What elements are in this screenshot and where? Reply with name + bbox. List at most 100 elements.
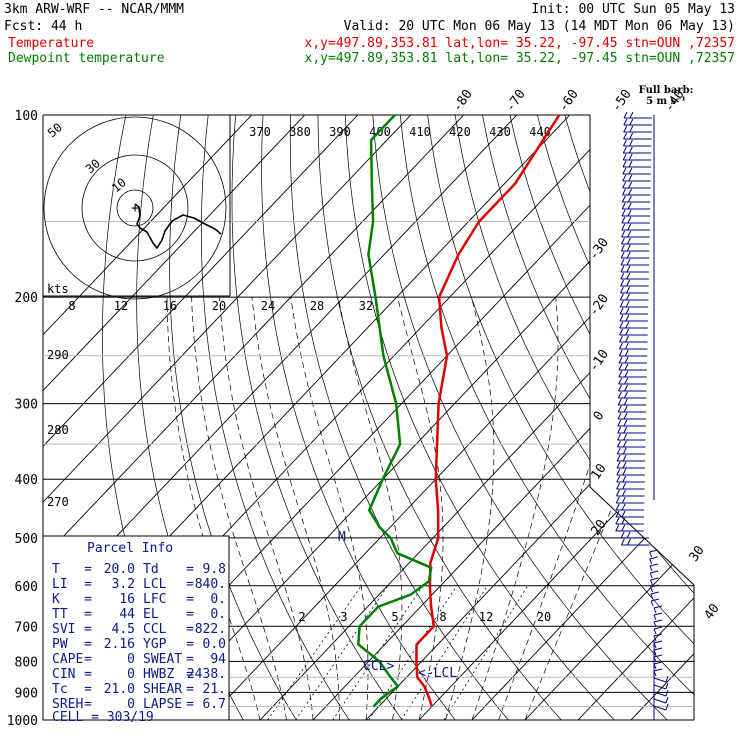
temperature-info: x,y=497.89,353.81 lat,lon= 35.22, -97.45… [305,36,735,51]
temperature-trace [415,114,561,707]
wind-barb [615,510,645,518]
barb-flag [623,426,628,434]
barb-flag [622,188,626,196]
wind-barb [617,405,647,413]
parcel-eq-1: = [84,607,92,622]
parcel-key-2: LAPSE [143,697,182,712]
parcel-eq-1: = [84,652,92,667]
parcel-value-1: 20.0 [104,562,135,577]
dewpoint-info: x,y=497.89,353.81 lat,lon= 35.22, -97.45… [305,51,735,66]
hodograph-ring-50 [43,116,227,300]
barb-flag [626,244,631,252]
barb-flag [628,174,633,182]
barb-flag [617,405,622,413]
wind-barb [653,619,663,628]
pressure-label-100: 100 [15,109,38,124]
barb-shaft [650,586,654,593]
barb-flag [620,531,625,539]
isotherm-label--50: -50 [609,87,635,115]
barb-flag [665,696,669,704]
wind-barb [653,647,663,656]
dry-adiabat-460 [702,115,740,720]
barb-shaft [649,558,653,565]
dry-adiabat-410 [564,115,694,720]
barb-flag [623,412,628,420]
pressure-label-600: 600 [15,580,38,595]
parcel-value-1: 2.16 [104,637,135,652]
barb-flag [629,125,634,133]
barb-shaft [649,565,653,572]
moist-adiabat-40 [524,296,694,720]
barb-flag [623,433,628,441]
wind-barb [616,461,645,469]
barb-flag [621,524,626,532]
isotherm--70 [43,115,518,720]
pressure-label-1000: 1000 [7,714,38,729]
parcel-value-2: 6.7 [203,697,226,712]
parcel-value-2: 0.0 [203,637,226,652]
parcel-value-1: 44 [119,607,135,622]
barb-shaft [649,579,653,586]
parcel-value-2: 2438. [187,667,226,682]
parcel-key-1: SVI [52,622,75,637]
barb-flag [650,570,659,574]
barb-flag [621,496,626,504]
wind-barb [617,391,647,399]
barb-flag [626,272,631,280]
barb-flag [615,503,620,511]
barb-flag [624,356,629,364]
barb-flag [628,181,633,189]
parcel-eq-2: = [186,637,194,652]
isotherm-label--80: -80 [450,87,476,115]
barb-shaft [653,607,657,614]
storm-motion-marker: + [131,201,139,216]
kts-scale-28: 28 [310,299,324,313]
wind-barb [617,412,646,420]
parcel-info-row: CIN = 0 HWBZ =2438. [52,667,226,682]
kts-scale-24: 24 [261,299,275,313]
isotherm-label-0: 0 [591,409,608,424]
isotherm-60 [630,115,694,720]
parcel-value-1: 0 [127,697,135,712]
hodograph: 50 30 10 + kts 8 12 16 20 24 28 32 [43,115,373,313]
sounding-traces [357,114,561,708]
forecast-hour: Fcst: 44 h [4,19,82,34]
wind-barb [653,605,663,614]
kts-scale: 8 12 16 20 24 28 32 [68,299,373,313]
barb-flag [617,398,622,406]
wind-barb [620,272,649,280]
parcel-eq-1: = [84,637,92,652]
barb-flag [621,517,626,525]
parcel-eq-2: = [186,562,194,577]
barb-flag [622,139,627,147]
mixing-ratio-label-5: 5 [391,610,398,624]
barb-flag [624,370,629,378]
parcel-key-1: Tc [52,682,68,697]
parcel-info-row: LI = 3.2 LCL = 840. [52,577,226,592]
wind-barb [619,328,648,336]
barb-shaft [653,684,667,690]
mixing-ratio-12 [400,585,488,720]
barb-flag [624,384,628,392]
wind-barb [616,468,645,476]
barb-flag [622,475,627,483]
barb-flag [653,654,663,658]
isotherm-label-20: 20 [588,517,609,538]
barb-flag [627,223,632,231]
barb-flag [620,286,624,294]
barb-flag [620,272,625,280]
wind-barb [620,286,649,294]
wind-barb [621,209,651,217]
wind-barb [617,433,646,441]
isotherm--20 [206,115,694,720]
parcel-key-2: CCL [143,622,167,637]
barb-flag [621,223,626,231]
barb-flag [627,202,632,210]
parcel-key-2: Td [143,562,159,577]
barb-flag [620,244,625,252]
parcel-info-row: SVI = 4.5 CCL = 822. [52,622,226,637]
wind-barb [616,482,645,490]
barb-flag [625,293,630,301]
barb-flag [619,293,624,301]
barb-flag [620,279,625,287]
